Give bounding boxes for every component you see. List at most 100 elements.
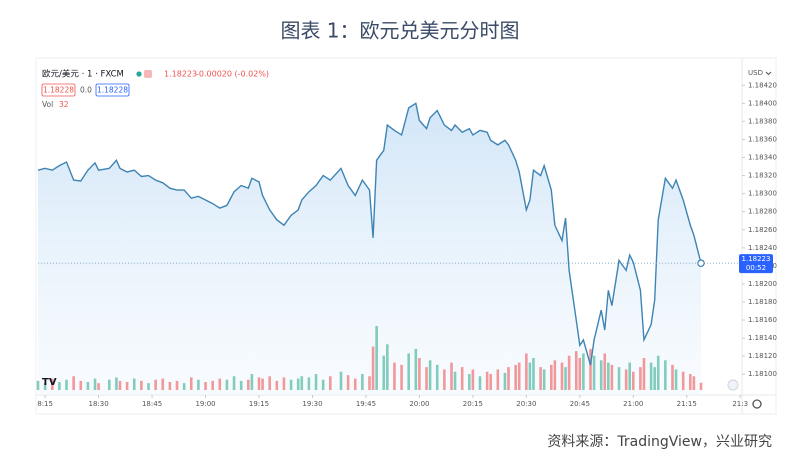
volume-bar (478, 376, 482, 390)
volume-bar (36, 380, 40, 390)
volume-bar (649, 362, 653, 390)
volume-bar (539, 367, 542, 390)
x-tick-label: 20:30 (516, 400, 536, 408)
volume-bar (250, 374, 254, 390)
price-tag (739, 254, 773, 274)
x-tick-label: 21:3 (732, 400, 748, 408)
volume-bar (542, 369, 546, 390)
volume-bar (115, 377, 118, 390)
y-tick-label: 1.18240 (748, 244, 777, 252)
volume-bar (328, 376, 332, 390)
symbol: 欧元/美元 · 1 · FXCM (42, 69, 124, 80)
goto-icon[interactable] (727, 379, 739, 391)
chart-title: 图表 1：欧元兑美元分时图 (280, 19, 519, 43)
volume-bar (268, 376, 271, 390)
volume-bar (610, 364, 614, 390)
last-price: 1.18223 (164, 70, 197, 79)
volume-bar (485, 371, 489, 390)
volume-bar (346, 375, 350, 390)
volume-bar (617, 367, 621, 390)
volume-bar (692, 376, 696, 390)
x-tick-label: 19:00 (195, 400, 215, 408)
spread: 0.0 (80, 86, 92, 95)
volume-bar (428, 360, 432, 390)
volume-bar (517, 362, 521, 390)
volume-bar (578, 358, 582, 390)
volume-bar (43, 383, 47, 390)
volume-bar (296, 378, 300, 390)
price-tag-value: 1.18223 (742, 255, 771, 263)
settings-icon[interactable] (752, 399, 762, 409)
volume-bar (468, 374, 471, 390)
source: 资料来源：TradingView，兴业研究 (547, 434, 772, 450)
volume-bar (699, 382, 703, 390)
volume-bar (435, 364, 439, 390)
x-tick-label: 19:15 (249, 400, 269, 408)
volume-bar (564, 367, 567, 390)
volume-bar (107, 379, 111, 390)
y-tick-label: 1.18100 (748, 370, 777, 378)
volume-bar (624, 369, 628, 390)
volume-bar (592, 355, 596, 390)
status-dot (136, 71, 142, 77)
x-tick-label: 20:45 (570, 400, 590, 408)
volume-bar (471, 369, 475, 390)
y-tick-label: 1.18360 (748, 135, 777, 143)
ask-box[interactable] (95, 83, 130, 97)
volume-bar (528, 362, 532, 390)
volume-bar (589, 348, 592, 390)
volume-bar (603, 353, 607, 390)
currency[interactable]: USD (748, 69, 763, 77)
volume-bar (218, 378, 222, 390)
volume-bar (664, 360, 667, 390)
bid-box[interactable] (41, 83, 76, 97)
x-tick-label: 18:30 (89, 400, 109, 408)
volume-bar (79, 380, 83, 390)
volume-bar (125, 382, 129, 390)
x-tick-label: 20:15 (463, 400, 483, 408)
volume-bar (225, 379, 229, 390)
volume-bar (132, 378, 136, 390)
volume-bar (175, 380, 179, 390)
volume-bar (339, 371, 343, 390)
volume-bar (361, 374, 364, 390)
volume-bar (189, 377, 193, 390)
volume-bar (307, 377, 311, 390)
bid: 1.18228 (43, 86, 74, 95)
y-tick-label: 1.18140 (748, 334, 777, 342)
volume-bar (414, 348, 418, 390)
volume-bar (58, 382, 61, 390)
volume-bar (197, 379, 200, 390)
volume-bar (489, 374, 492, 390)
x-tick-label: 20:00 (409, 400, 429, 408)
volume-bar (371, 346, 375, 390)
y-tick-label: 1.18180 (748, 298, 777, 306)
volume-bar (443, 369, 446, 390)
volume-bar (503, 372, 507, 390)
volume-bar (560, 362, 564, 390)
volume-bar (168, 382, 172, 390)
volume-bar (65, 379, 68, 390)
y-tick-label: 1.18340 (748, 154, 777, 162)
volume-bar (161, 378, 165, 390)
volume-bar (154, 379, 157, 390)
volume-bar (639, 367, 642, 390)
volume-bar (525, 353, 528, 390)
volume-bar (574, 351, 578, 390)
volume-bar (239, 380, 243, 390)
volume-bar (147, 383, 150, 390)
volume-bar (282, 377, 286, 390)
volume-bar (425, 367, 428, 390)
volume-bar (182, 383, 186, 390)
volume-bar (140, 380, 143, 390)
volume-bar (353, 378, 357, 390)
volume-bar (599, 360, 603, 390)
volume-bar (50, 378, 54, 390)
tv-logo: TV (42, 377, 57, 388)
volume-bar (300, 376, 304, 390)
volume-bar (553, 360, 557, 390)
volume-bar (232, 376, 236, 390)
volume-bar (382, 355, 386, 390)
volume-bar (607, 362, 610, 390)
last-point (697, 259, 705, 267)
